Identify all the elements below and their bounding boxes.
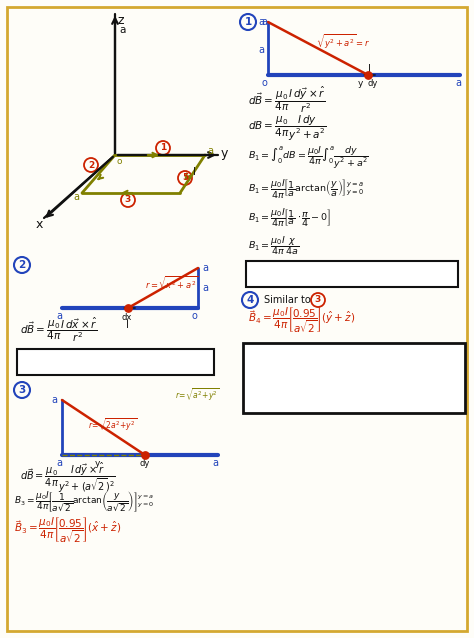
Text: $B_3 = \dfrac{\mu_0 I}{4\pi}\!\left[\dfrac{1}{a\sqrt{2}}\arctan\!\left(\dfrac{y}: $B_3 = \dfrac{\mu_0 I}{4\pi}\!\left[\dfr… [14, 489, 155, 514]
Text: dy: dy [140, 459, 150, 468]
Text: a: a [119, 25, 126, 35]
Text: $r=\sqrt{x^2+a^2}$: $r=\sqrt{x^2+a^2}$ [145, 274, 198, 292]
Text: $\vec{B}_2 = \dfrac{\mu_0\,I}{16a}\,(-\hat{y})$: $\vec{B}_2 = \dfrac{\mu_0\,I}{16a}\,(-\h… [79, 350, 151, 375]
Text: $\vec{B}_1 = \dfrac{\mu_0\,I}{16a}\,(-\hat{z})$: $\vec{B}_1 = \dfrac{\mu_0\,I}{16a}\,(-\h… [317, 262, 387, 286]
Text: a: a [455, 78, 461, 88]
Point [364, 70, 372, 80]
Text: a: a [202, 283, 208, 293]
FancyBboxPatch shape [246, 261, 458, 287]
Text: a: a [73, 192, 79, 202]
Text: 3: 3 [18, 385, 26, 395]
Text: $\sqrt{y^2+a^2}=r$: $\sqrt{y^2+a^2}=r$ [316, 33, 371, 52]
Text: $r\!=\!\sqrt{a^2\!+\!y^2}$: $r\!=\!\sqrt{a^2\!+\!y^2}$ [175, 387, 219, 404]
Text: $B_1 = \dfrac{\mu_0 I}{4\pi}\!\left[\dfrac{1}{a}\cdot\dfrac{\pi}{4}-0\right]$: $B_1 = \dfrac{\mu_0 I}{4\pi}\!\left[\dfr… [248, 207, 331, 230]
Text: $d\vec{B} = \dfrac{\mu_0}{4\pi}\dfrac{I\,d\vec{y}\times\hat{r}}{y^2+(a\sqrt{2})^: $d\vec{B} = \dfrac{\mu_0}{4\pi}\dfrac{I\… [20, 461, 116, 496]
Text: 4: 4 [246, 295, 254, 305]
Text: a: a [56, 458, 62, 468]
Text: $B_1 = \dfrac{\mu_0 I}{4\pi}\dfrac{\chi}{4a}$: $B_1 = \dfrac{\mu_0 I}{4\pi}\dfrac{\chi}… [248, 235, 299, 258]
Text: a: a [51, 395, 57, 405]
Text: 2: 2 [18, 260, 26, 270]
Text: o: o [262, 78, 268, 88]
Text: $r\!=\!\sqrt{2a^2\!+\!y^2}$: $r\!=\!\sqrt{2a^2\!+\!y^2}$ [88, 417, 137, 434]
Text: a: a [258, 17, 264, 27]
Text: I: I [368, 64, 371, 74]
Text: I: I [126, 320, 129, 330]
Text: $d\vec{B} = \dfrac{\mu_0}{4\pi}\dfrac{I\,d\vec{x}\times\hat{r}}{r^2}$: $d\vec{B} = \dfrac{\mu_0}{4\pi}\dfrac{I\… [20, 316, 98, 344]
Text: a: a [56, 311, 62, 321]
Text: y: y [95, 459, 100, 468]
Text: 1: 1 [160, 144, 166, 152]
Point [124, 303, 132, 313]
Text: y: y [358, 78, 364, 87]
Text: y: y [221, 147, 228, 161]
Text: $dB = \dfrac{\mu_0}{4\pi}\dfrac{I\,dy}{y^2+a^2}$: $dB = \dfrac{\mu_0}{4\pi}\dfrac{I\,dy}{y… [248, 114, 327, 142]
FancyBboxPatch shape [243, 343, 465, 413]
Text: $d\vec{B} = \dfrac{\mu_0}{4\pi}\dfrac{I\,d\vec{y}\times\hat{r}}{r^2}$: $d\vec{B} = \dfrac{\mu_0}{4\pi}\dfrac{I\… [248, 85, 326, 115]
Text: a: a [202, 263, 208, 273]
Text: o: o [117, 156, 122, 165]
Text: $\vec{B}_4 = \dfrac{\mu_0 I}{4\pi}\!\left[\dfrac{0.95}{a\sqrt{2}}\right](\hat{y}: $\vec{B}_4 = \dfrac{\mu_0 I}{4\pi}\!\lef… [248, 305, 355, 335]
Text: o: o [192, 311, 198, 321]
Text: $B_1 = \int_0^a dB = \dfrac{\mu_0 I}{4\pi}\int_0^a\dfrac{dy}{y^2+a^2}$: $B_1 = \int_0^a dB = \dfrac{\mu_0 I}{4\p… [248, 145, 369, 171]
Text: x: x [36, 218, 44, 230]
Text: z: z [118, 14, 125, 27]
Text: Total magnetic field:: Total magnetic field: [290, 359, 418, 369]
Text: a: a [207, 146, 213, 156]
Text: $B_1 = \dfrac{\mu_0 I}{4\pi}\!\left[\dfrac{1}{a}\arctan\!\left(\dfrac{y}{a}\righ: $B_1 = \dfrac{\mu_0 I}{4\pi}\!\left[\dfr… [248, 177, 364, 200]
FancyBboxPatch shape [17, 349, 214, 375]
Text: 2: 2 [88, 161, 94, 170]
Text: I: I [193, 167, 196, 177]
Text: a: a [212, 458, 218, 468]
Text: Similar to: Similar to [264, 295, 311, 305]
Text: 3: 3 [125, 195, 131, 205]
Text: 5: 5 [182, 174, 188, 182]
Text: a: a [258, 45, 264, 55]
Text: dy: dy [368, 78, 378, 87]
Text: $\vec{B} = \vec{B}_1+\vec{B}_2+\vec{B}_3+\vec{B}_4$: $\vec{B} = \vec{B}_1+\vec{B}_2+\vec{B}_3… [293, 382, 415, 401]
Text: $\vec{B}_3 = \dfrac{\mu_0 I}{4\pi}\!\left[\dfrac{0.95}{a\sqrt{2}}\right](\hat{x}: $\vec{B}_3 = \dfrac{\mu_0 I}{4\pi}\!\lef… [14, 515, 121, 545]
Text: 1: 1 [245, 17, 252, 27]
Point [141, 450, 149, 460]
Text: a: a [261, 17, 267, 27]
Text: dx: dx [122, 313, 132, 322]
Text: 3: 3 [315, 295, 321, 304]
